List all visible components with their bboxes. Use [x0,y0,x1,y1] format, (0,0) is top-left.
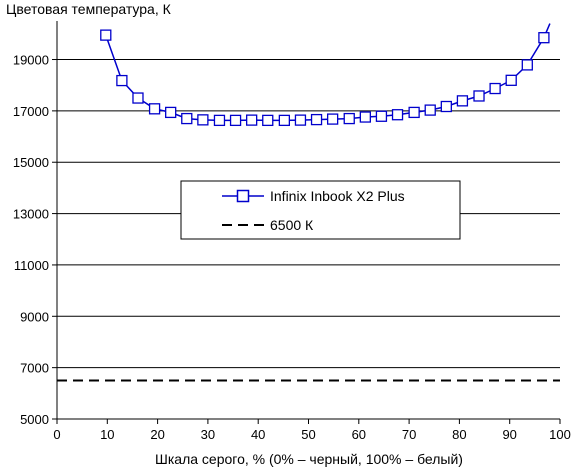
x-tick-label: 60 [352,427,366,442]
y-tick-label: 9000 [20,309,49,324]
data-point-marker [425,105,435,115]
x-axis-title: Шкала серого, % (0% – черный, 100% – бел… [155,451,463,467]
data-point-marker [409,107,419,117]
data-point-marker [166,107,176,117]
data-point-marker [328,114,338,124]
y-tick-label: 11000 [14,258,49,273]
data-point-marker [198,115,208,125]
data-point-marker [441,102,451,112]
data-point-marker [117,76,127,86]
x-tick-label: 80 [452,427,466,442]
data-point-marker [279,115,289,125]
data-point-marker [344,114,354,124]
data-point-marker [231,115,241,125]
data-point-marker [376,111,386,121]
x-tick-label: 40 [251,427,265,442]
x-tick-label: 10 [100,427,114,442]
data-point-marker [295,115,305,125]
data-point-marker [393,110,403,120]
legend: Infinix Inbook X2 Plus 6500 К [181,181,460,239]
data-point-marker [457,96,467,106]
x-tick-label: 20 [150,427,164,442]
data-point-marker [506,75,516,85]
x-tick-label: 50 [301,427,315,442]
x-tick-label: 30 [201,427,215,442]
data-point-marker [182,114,192,124]
data-point-marker [101,30,111,40]
x-tick-label: 90 [502,427,516,442]
data-point-marker [214,115,224,125]
data-point-marker [360,112,370,122]
legend-label-series-2: 6500 К [270,217,314,233]
data-point-marker [150,104,160,114]
data-point-marker [133,93,143,103]
x-tick-label: 70 [402,427,416,442]
x-tick-label: 0 [53,427,60,442]
y-tick-label: 19000 [13,53,49,68]
data-point-marker [247,115,257,125]
data-point-marker [312,115,322,125]
legend-marker-series-1 [238,191,249,202]
y-tick-label: 7000 [20,361,49,376]
data-point-marker [539,33,549,43]
data-point-marker [490,84,500,94]
series-line-infinix [106,24,550,121]
data-point-marker [474,91,484,101]
y-axis-title: Цветовая температура, К [6,1,172,17]
data-point-marker [263,115,273,125]
y-tick-label: 15000 [13,155,49,170]
y-tick-label: 5000 [20,412,49,427]
legend-label-series-1: Infinix Inbook X2 Plus [270,188,405,204]
x-tick-label: 100 [549,427,571,442]
data-point-marker [522,60,532,70]
y-tick-label: 13000 [13,207,49,222]
y-tick-label: 17000 [13,104,49,119]
